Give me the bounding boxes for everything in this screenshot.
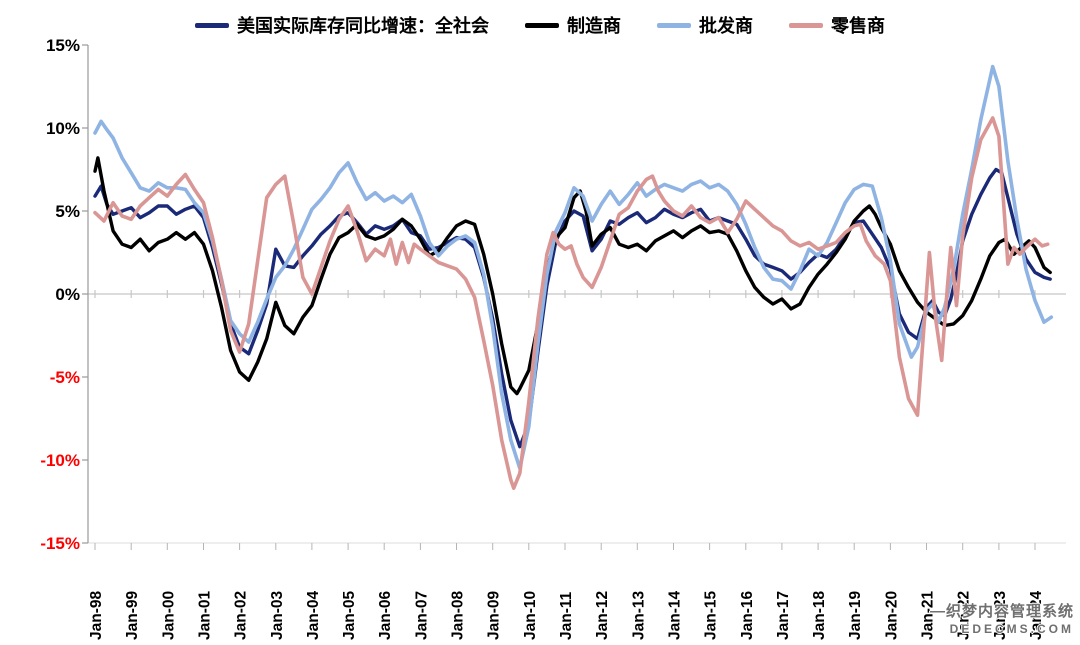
y-tick-label: 15% bbox=[46, 36, 80, 55]
x-tick-label: Jan-13 bbox=[630, 591, 647, 640]
x-tick-label: Jan-98 bbox=[88, 591, 105, 640]
x-tick-label: Jan-08 bbox=[450, 591, 467, 640]
series-total bbox=[93, 167, 1052, 449]
y-tick-label: -15% bbox=[40, 534, 80, 553]
x-tick-label: Jan-99 bbox=[124, 591, 141, 640]
x-tick-label: Jan-15 bbox=[703, 591, 720, 640]
watermark-line2: DEDECMS.COM bbox=[949, 622, 1074, 636]
y-tick-label: -10% bbox=[40, 451, 80, 470]
x-tick-label: Jan-23 bbox=[992, 591, 1009, 640]
series-retailers bbox=[93, 116, 1050, 491]
x-tick-label: Jan-20 bbox=[883, 591, 900, 640]
y-tick-label: 5% bbox=[55, 202, 80, 221]
y-tick-label: 0% bbox=[55, 285, 80, 304]
x-tick-label: Jan-09 bbox=[486, 591, 503, 640]
watermark-line1: —织梦内容管理系统 bbox=[929, 603, 1074, 621]
x-tick-label: Jan-24 bbox=[1028, 591, 1045, 640]
x-tick-label: Jan-04 bbox=[305, 591, 322, 640]
x-tick-label: Jan-16 bbox=[739, 591, 756, 640]
x-tick-label: Jan-07 bbox=[413, 591, 430, 640]
x-tick-label: Jan-21 bbox=[920, 591, 937, 640]
x-tick-label: Jan-22 bbox=[956, 591, 973, 640]
x-tick-label: Jan-02 bbox=[233, 591, 250, 640]
series-manufacturers bbox=[93, 156, 1052, 396]
y-tick-label: 10% bbox=[46, 119, 80, 138]
x-tick-label: Jan-01 bbox=[197, 591, 214, 640]
series-wholesalers bbox=[93, 64, 1054, 471]
x-tick-label: Jan-05 bbox=[341, 591, 358, 640]
x-tick-label: Jan-06 bbox=[377, 591, 394, 640]
x-tick-label: Jan-14 bbox=[667, 591, 684, 640]
x-tick-label: Jan-03 bbox=[269, 591, 286, 640]
x-tick-label: Jan-11 bbox=[558, 591, 575, 640]
x-tick-label: Jan-00 bbox=[160, 591, 177, 640]
x-tick-label: Jan-12 bbox=[594, 591, 611, 640]
x-tick-label: Jan-19 bbox=[847, 591, 864, 640]
x-tick-label: Jan-17 bbox=[775, 591, 792, 640]
x-tick-label: Jan-18 bbox=[811, 591, 828, 640]
x-tick-label: Jan-10 bbox=[522, 591, 539, 640]
y-tick-label: -5% bbox=[50, 368, 80, 387]
watermark: —织梦内容管理系统 DEDECMS.COM bbox=[930, 603, 1074, 637]
